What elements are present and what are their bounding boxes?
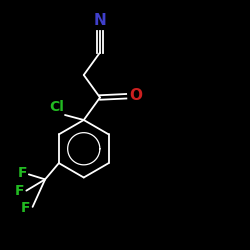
Text: Cl: Cl <box>49 100 64 114</box>
Text: F: F <box>21 201 30 215</box>
Text: F: F <box>15 184 24 198</box>
Text: N: N <box>94 13 106 28</box>
Text: O: O <box>129 88 142 102</box>
Text: F: F <box>17 166 27 180</box>
